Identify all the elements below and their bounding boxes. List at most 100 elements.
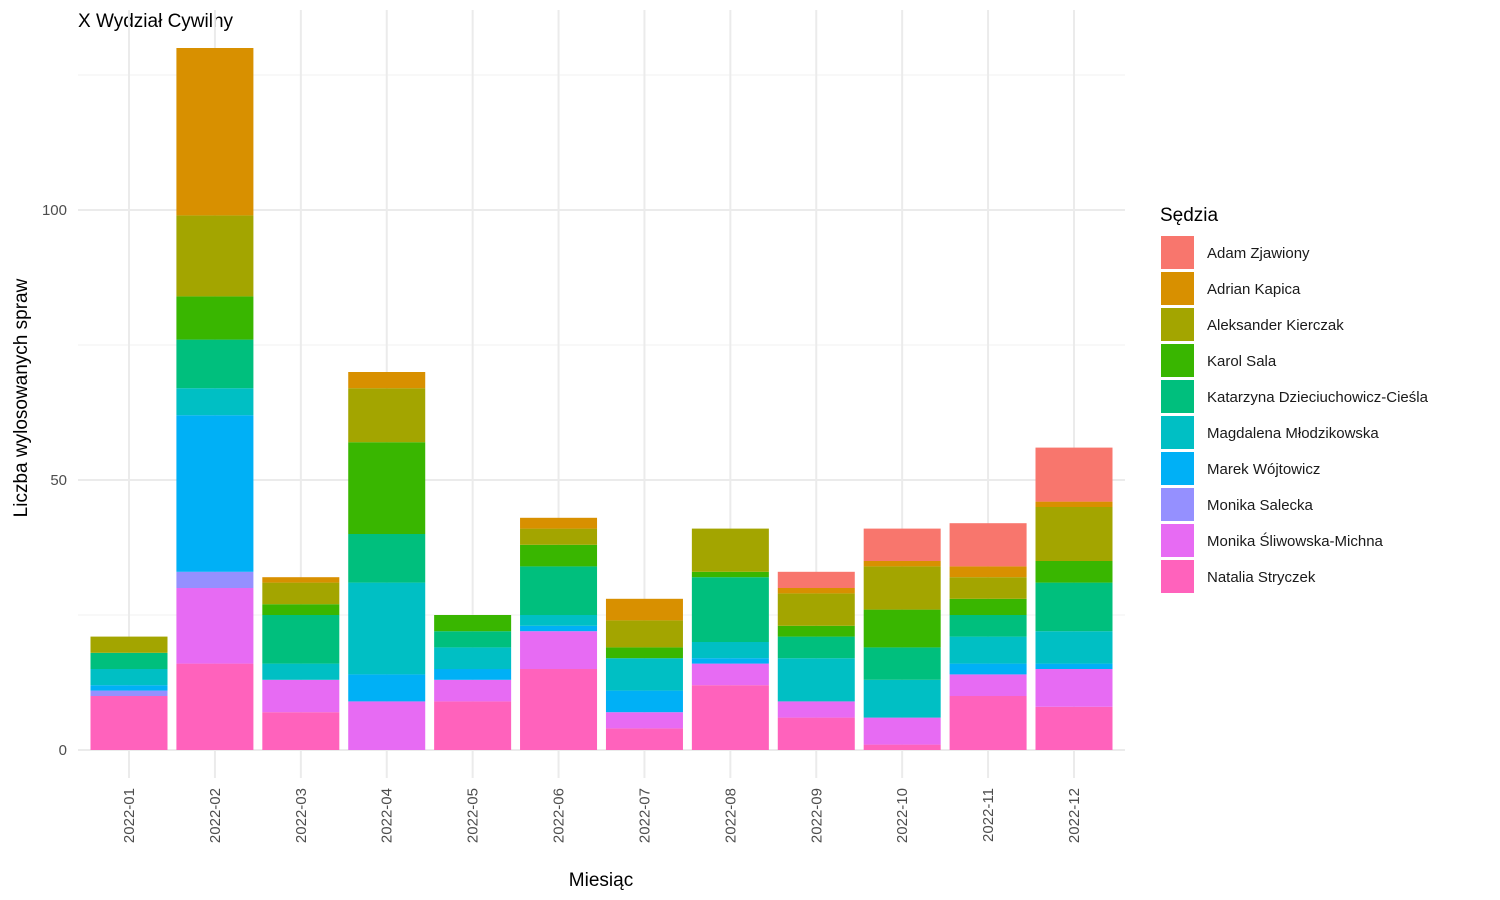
bar-segment [691, 642, 769, 659]
bar-segment [691, 528, 769, 572]
x-tick-label: 2022-10 [894, 788, 911, 843]
x-tick-label: 2022-07 [636, 788, 653, 843]
y-tick-label: 100 [42, 202, 67, 219]
bar-segment [1035, 582, 1113, 632]
bar-segment [262, 663, 340, 680]
bar-segment [262, 582, 340, 605]
bar-segment [1035, 631, 1113, 664]
bar-segment [949, 615, 1027, 637]
x-tick-label: 2022-11 [980, 788, 997, 842]
bar-segment [434, 679, 512, 702]
bar-segment [863, 647, 941, 680]
legend-key [1161, 416, 1194, 449]
x-tick-label: 2022-05 [465, 788, 482, 843]
bar-segment [434, 669, 512, 680]
bar-segment [176, 588, 254, 664]
bar-segment [691, 571, 769, 578]
legend: Sędzia Adam Zjawiony Adrian Kapica Aleksan… [1160, 205, 1429, 593]
bar-segment [949, 577, 1027, 599]
bar-segment [348, 442, 426, 534]
bar-segment [520, 631, 598, 669]
bar-segment [949, 598, 1027, 615]
bar-segment [520, 544, 598, 567]
bar-segment [777, 588, 855, 594]
bar-segment [348, 388, 426, 443]
bar-segment [1035, 501, 1113, 507]
x-axis-title: Miesiąc [569, 870, 633, 891]
legend-key [1161, 272, 1194, 305]
legend-label: Magdalena Młodzikowska [1207, 425, 1379, 442]
bar-segment [691, 577, 769, 642]
legend-key [1161, 524, 1194, 557]
bar-segment [691, 685, 769, 750]
x-tick-label: 2022-09 [808, 788, 825, 843]
bar-segment [520, 517, 598, 529]
y-tick-label: 50 [50, 472, 67, 489]
bar-segment [691, 658, 769, 664]
bar-segment [949, 566, 1027, 578]
bar-segment [348, 582, 426, 675]
bars [90, 48, 1113, 750]
bar-segment [949, 523, 1027, 567]
y-axis-title: Liczba wylosowanych spraw [11, 278, 32, 517]
bar-segment [777, 658, 855, 702]
bar-segment [520, 669, 598, 750]
bar-segment [863, 609, 941, 648]
legend-label: Marek Wójtowicz [1207, 461, 1320, 478]
legend-label: Adrian Kapica [1207, 281, 1301, 298]
bar-segment [434, 615, 512, 632]
x-tick-label: 2022-12 [1066, 788, 1083, 843]
legend-key [1161, 488, 1194, 521]
bar-segment [949, 636, 1027, 664]
bar-segment [1035, 706, 1113, 750]
bar-segment [777, 625, 855, 637]
bar-segment [434, 647, 512, 669]
bar-segment [777, 701, 855, 718]
bar-segment [262, 577, 340, 583]
bar-segment [176, 415, 254, 572]
bar-segment [176, 296, 254, 340]
legend-label: Monika Śliwowska-Michna [1207, 532, 1384, 550]
bar-segment [777, 571, 855, 588]
x-tick-label: 2022-06 [551, 788, 568, 843]
x-tick-label: 2022-01 [121, 788, 138, 843]
bar-segment [949, 663, 1027, 675]
bar-segment [777, 636, 855, 659]
bar-segment [90, 652, 168, 669]
legend-label: Katarzyna Dzieciuchowicz-Cieśla [1207, 389, 1429, 406]
bar-segment [949, 696, 1027, 750]
legend-key [1161, 452, 1194, 485]
bar-segment [1035, 561, 1113, 583]
legend-label: Karol Sala [1207, 353, 1277, 370]
legend-key [1161, 380, 1194, 413]
bar-segment [520, 566, 598, 615]
x-tick-label: 2022-08 [722, 788, 739, 843]
bar-segment [176, 339, 254, 389]
bar-segment [863, 717, 941, 745]
bar-segment [863, 679, 941, 718]
bar-segment [777, 717, 855, 750]
bar-segment [348, 701, 426, 750]
bar-segment [262, 712, 340, 750]
legend-label: Natalia Stryczek [1207, 569, 1316, 586]
bar-segment [90, 690, 168, 696]
bar-segment [262, 604, 340, 615]
bar-segment [262, 615, 340, 664]
x-tick-label: 2022-04 [379, 788, 396, 843]
bar-segment [863, 561, 941, 567]
bar-segment [863, 566, 941, 610]
legend-label: Aleksander Kierczak [1207, 317, 1344, 334]
bar-segment [1035, 669, 1113, 707]
bar-segment [434, 631, 512, 648]
legend-key [1161, 236, 1194, 269]
bar-segment [1035, 507, 1113, 561]
bar-segment [176, 388, 254, 416]
legend-title: Sędzia [1160, 205, 1219, 226]
bar-segment [90, 696, 168, 750]
bar-segment [520, 528, 598, 545]
bar-segment [1035, 663, 1113, 669]
bar-segment [605, 658, 683, 691]
bar-segment [691, 663, 769, 686]
bar-segment [90, 669, 168, 686]
bar-segment [348, 534, 426, 583]
